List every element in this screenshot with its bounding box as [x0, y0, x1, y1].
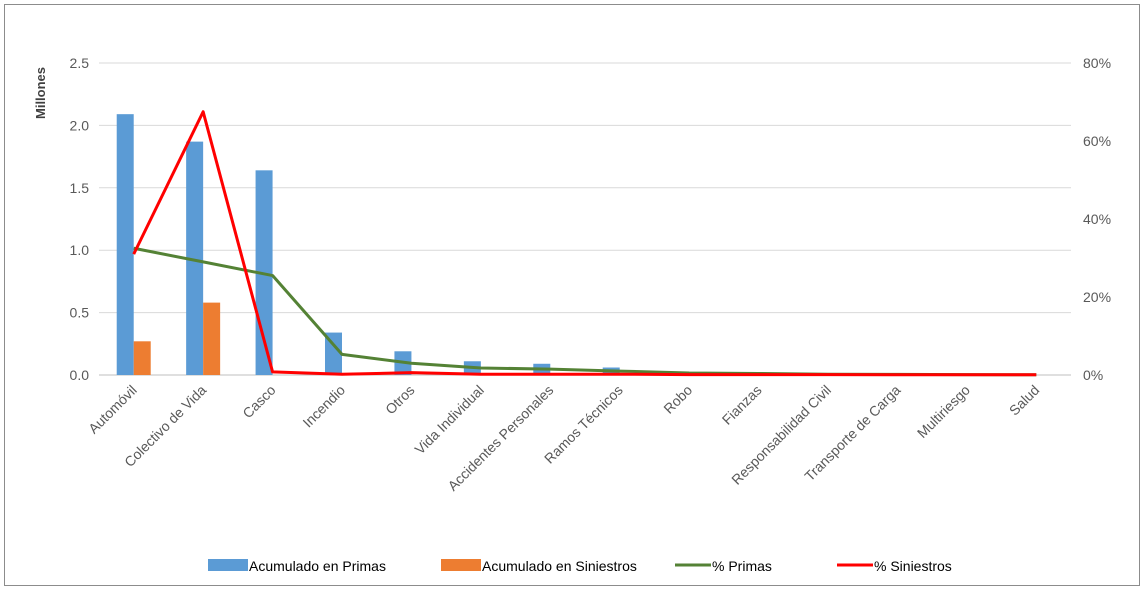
x-tick-label: Casco: [239, 382, 279, 422]
x-tick-label: Multiriesgo: [914, 382, 973, 441]
x-tick-label: Salud: [1006, 382, 1043, 419]
y2-tick-label: 20%: [1083, 289, 1111, 305]
bars: [116, 114, 1037, 375]
bar-1-0: [133, 341, 151, 375]
bar-0-1: [186, 141, 204, 375]
y2-tick-label: 0%: [1083, 367, 1103, 383]
y-tick-label: 0.5: [70, 305, 90, 321]
x-tick-label: Fianzas: [719, 382, 765, 428]
y-tick-label: 2.0: [70, 117, 90, 133]
x-tick-label: Vida Individual: [411, 382, 487, 458]
y-axis-title: Millones: [33, 67, 48, 119]
y-tick-label: 1.5: [70, 180, 90, 196]
combo-chart: 0.0 0.5 1.0 1.5 2.0 2.5 0% 20% 40% 60% 80% Automó…: [33, 55, 1111, 574]
chart-frame: 0.0 0.5 1.0 1.5 2.0 2.5 0% 20% 40% 60% 80% Automó…: [4, 4, 1140, 586]
legend-label-2: % Primas: [712, 558, 772, 574]
line-series-1: [132, 110, 1037, 377]
gridlines: [99, 62, 1071, 376]
y-tick-label: 1.0: [70, 242, 90, 258]
bar-0-3: [325, 332, 342, 375]
legend-swatch-1: [441, 559, 481, 571]
y-axis-right: 0% 20% 40% 60% 80%: [1083, 55, 1111, 383]
bar-1-1: [203, 302, 221, 375]
y-tick-label: 0.0: [70, 367, 90, 383]
lines: [132, 110, 1037, 377]
x-tick-label: Automóvil: [85, 382, 140, 437]
bar-0-0: [116, 114, 134, 375]
x-tick-label: Incendio: [299, 382, 348, 431]
y2-tick-label: 60%: [1083, 133, 1111, 149]
y2-tick-label: 80%: [1083, 55, 1111, 71]
y-tick-label: 2.5: [70, 55, 90, 71]
legend-swatch-0: [208, 559, 248, 571]
legend: Acumulado en Primas Acumulado en Siniestr…: [208, 558, 952, 574]
legend-label-1: Acumulado en Siniestros: [482, 558, 637, 574]
legend-label-0: Acumulado en Primas: [249, 558, 386, 574]
x-tick-label: Robo: [660, 382, 695, 417]
y2-tick-label: 40%: [1083, 211, 1111, 227]
x-tick-label: Otros: [382, 382, 418, 418]
y-axis-left: 0.0 0.5 1.0 1.5 2.0 2.5: [70, 55, 90, 383]
legend-label-3: % Siniestros: [874, 558, 952, 574]
